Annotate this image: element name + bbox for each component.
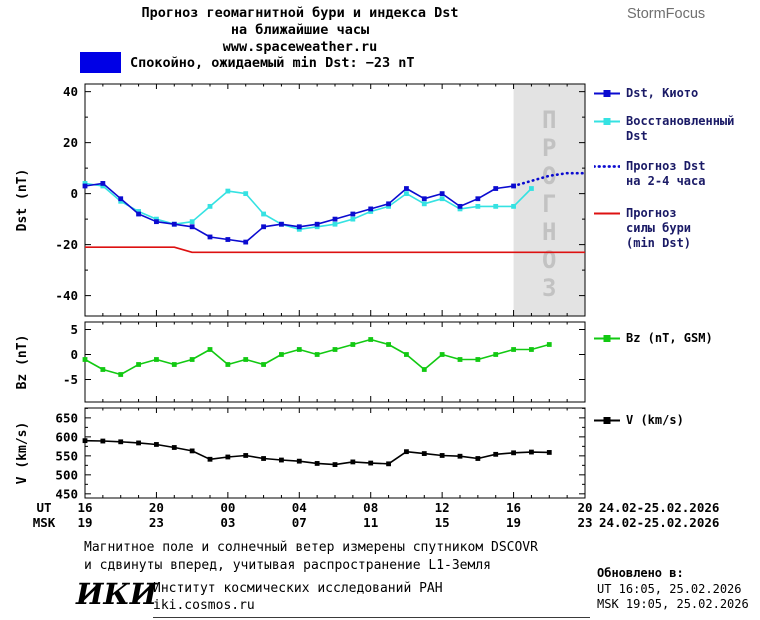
forecast-watermark-letter: Р — [542, 134, 556, 162]
dst-kyoto-line — [84, 182, 514, 243]
bz-line — [84, 338, 550, 376]
xtick-label-ut: 16 — [77, 500, 92, 515]
v-ytick-label: 500 — [55, 467, 78, 482]
updated-time-ut: UT 16:05, 25.02.2026 — [597, 581, 742, 596]
ut-row-label: UT — [36, 500, 51, 515]
bz-ytick-label: 5 — [70, 322, 78, 337]
v-axis-label: V (km/s) — [15, 422, 30, 485]
msk-row-label: MSK — [33, 515, 56, 530]
dst-restored-markers — [82, 181, 534, 232]
dst-ytick-label: 40 — [63, 84, 78, 99]
title-block: Прогноз геомагнитной бури и индекса Dst … — [60, 5, 540, 56]
xtick-label-msk: 23 — [577, 515, 592, 530]
page-title-line-1: Прогноз геомагнитной бури и индекса Dst — [141, 5, 459, 21]
forecast-watermark-letter: О — [542, 246, 556, 274]
forecast-watermark-letter: О — [542, 162, 556, 190]
brand-label: StormFocus — [627, 6, 706, 22]
dst-ytick-label: -40 — [55, 288, 78, 303]
msk-date-range: 24.02-25.02.2026 — [599, 515, 719, 530]
ut-date-range: 24.02-25.02.2026 — [599, 500, 719, 515]
storm-min-line — [85, 246, 585, 254]
updated-block: Обновлено в: UT 16:05, 25.02.2026 MSK 19… — [597, 566, 749, 613]
xtick-label-msk: 15 — [435, 515, 450, 530]
dst-axis-label: Dst (nT) — [15, 169, 30, 232]
xtick-label-msk: 19 — [77, 515, 92, 530]
xtick-label-ut: 00 — [220, 500, 235, 515]
xtick-label-ut: 08 — [363, 500, 378, 515]
bz-plot-frame — [84, 321, 586, 403]
xtick-label-ut: 20 — [149, 500, 164, 515]
v-ytick-label: 450 — [55, 486, 78, 501]
forecast-watermark-letter: Н — [542, 218, 556, 246]
institute-name: Институт космических исследований РАН — [153, 581, 443, 596]
institute-block: Институт космических исследований РАН ik… — [153, 580, 590, 618]
dst-ytick-label: 20 — [63, 135, 78, 150]
bz-ytick-label: 0 — [70, 347, 78, 362]
xtick-label-msk: 03 — [220, 515, 235, 530]
v-markers — [82, 438, 552, 467]
xtick-label-msk: 07 — [292, 515, 307, 530]
xtick-label-ut: 12 — [435, 500, 450, 515]
page-title-line-2: на ближайшие часы — [230, 22, 370, 38]
dst-restored-line — [84, 182, 532, 231]
updated-time-msk: MSK 19:05, 25.02.2026 — [597, 597, 749, 611]
spaceweather-url[interactable]: www.spaceweather.ru — [222, 39, 378, 55]
caption-line-2: и сдвинуты вперед, учитывая распростране… — [84, 557, 491, 573]
dst-ytick-label: -20 — [55, 237, 78, 252]
bz-axis-label: Bz (nT) — [15, 335, 30, 390]
institute-website[interactable]: iki.cosmos.ru — [153, 598, 255, 613]
forecast-watermark-letter: З — [542, 274, 556, 302]
xtick-label-msk: 19 — [506, 515, 521, 530]
storm-status-text: Спокойно, ожидаемый min Dst: −23 nT — [130, 54, 415, 71]
dst-ytick-label: 0 — [70, 186, 78, 201]
forecast-watermark-letter: П — [542, 106, 556, 134]
forecast-region — [513, 84, 585, 316]
dst-kyoto-markers — [82, 181, 516, 245]
storm-level-swatch — [80, 52, 121, 73]
updated-heading: Обновлено в: — [597, 566, 684, 580]
v-ytick-label: 650 — [55, 410, 78, 425]
storm-status-row: Спокойно, ожидаемый min Dst: −23 nT — [80, 52, 414, 73]
dst-plot-frame — [84, 83, 586, 317]
bz-ytick-label: -5 — [63, 372, 78, 387]
dst-forecast-line — [512, 171, 587, 188]
iki-logo: ИКИ — [76, 577, 158, 611]
v-ytick-label: 550 — [55, 448, 78, 463]
xtick-label-msk: 23 — [149, 515, 164, 530]
v-ytick-label: 600 — [55, 429, 78, 444]
xtick-label-ut: 16 — [506, 500, 521, 515]
bz-markers — [82, 337, 552, 377]
xtick-label-msk: 11 — [363, 515, 378, 530]
data-source-caption: Магнитное поле и солнечный ветер измерен… — [84, 539, 538, 574]
xtick-label-ut: 20 — [577, 500, 592, 515]
xtick-label-ut: 04 — [292, 500, 307, 515]
caption-line-1: Магнитное поле и солнечный ветер измерен… — [84, 540, 538, 555]
forecast-watermark-letter: Г — [542, 190, 556, 218]
